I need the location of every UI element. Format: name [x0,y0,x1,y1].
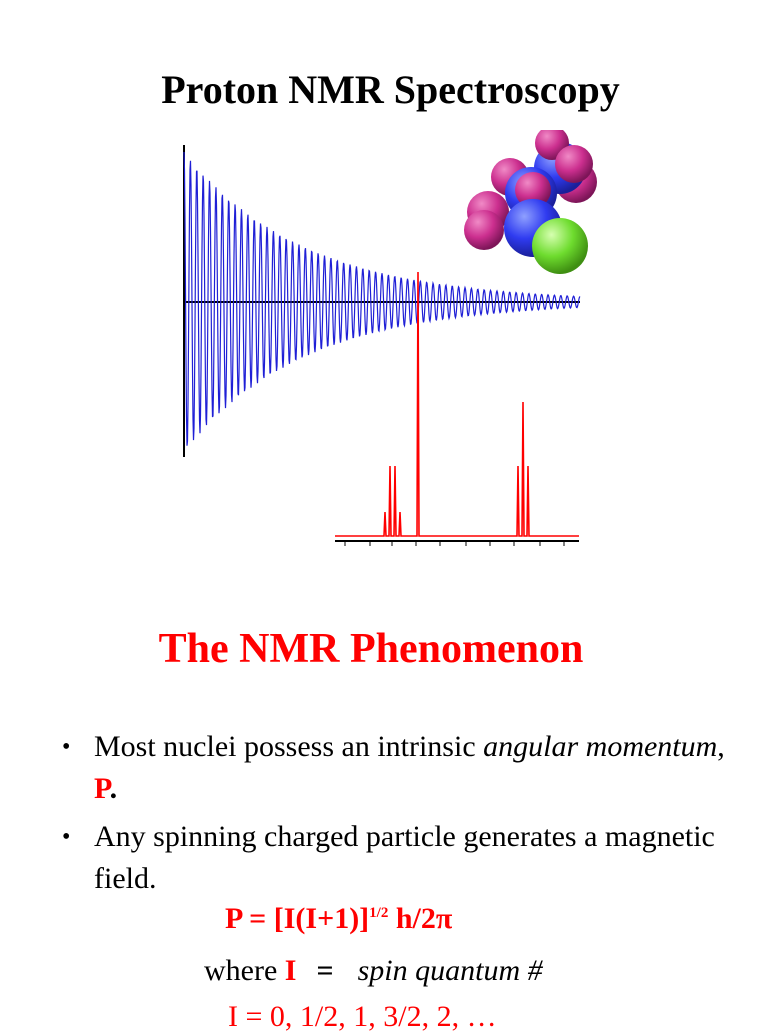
nmr-spectrum [335,271,579,546]
symbol-p: P [94,772,110,805]
where-equals: = [316,954,334,987]
where-description: spin quantum # [357,954,543,987]
where-line: where I = spin quantum # [204,954,543,988]
bullet-text-plain: Most nuclei possess an intrinsic [94,730,484,763]
bullet-text: Most nuclei possess an intrinsic angular… [94,726,742,810]
spectrum-ticks [344,541,565,546]
nmr-figure [183,130,597,546]
spin-values: I = 0, 1/2, 1, 3/2, 2, … [228,1000,497,1033]
atom-magenta-bottom-left [464,210,504,250]
section-heading: The NMR Phenomenon [158,626,584,672]
bullet-item: • Any spinning charged particle generate… [62,816,742,900]
bullet-dot-icon: • [62,824,71,850]
angular-momentum-formula: P = [I(I+1)]1/2 h/2π [225,902,452,936]
space-filling-molecule-icon [464,130,597,274]
where-word: where [204,954,285,987]
bullet-text: Any spinning charged particle generates … [94,820,715,895]
bullet-dot-icon: • [62,734,71,760]
atom-magenta-upper-right [555,145,593,183]
comma: , [717,730,725,763]
formula-main: P = [I(I+1)] [225,902,370,935]
slide-title: Proton NMR Spectroscopy [161,67,620,112]
angular-momentum-term: angular momentum [483,730,718,763]
bullet-list: • Most nuclei possess an intrinsic angul… [62,726,742,906]
atom-magenta-center [515,172,551,208]
period: . [109,772,118,805]
where-symbol: I [284,954,297,987]
bullet-item: • Most nuclei possess an intrinsic angul… [62,726,742,810]
fid-signal [183,145,581,457]
fid-waveform [183,151,581,446]
spectrum-trace [335,271,579,537]
atom-green [532,218,588,274]
formula-exponent: 1/2 [369,905,389,921]
formula-tail: h/2π [388,902,453,935]
